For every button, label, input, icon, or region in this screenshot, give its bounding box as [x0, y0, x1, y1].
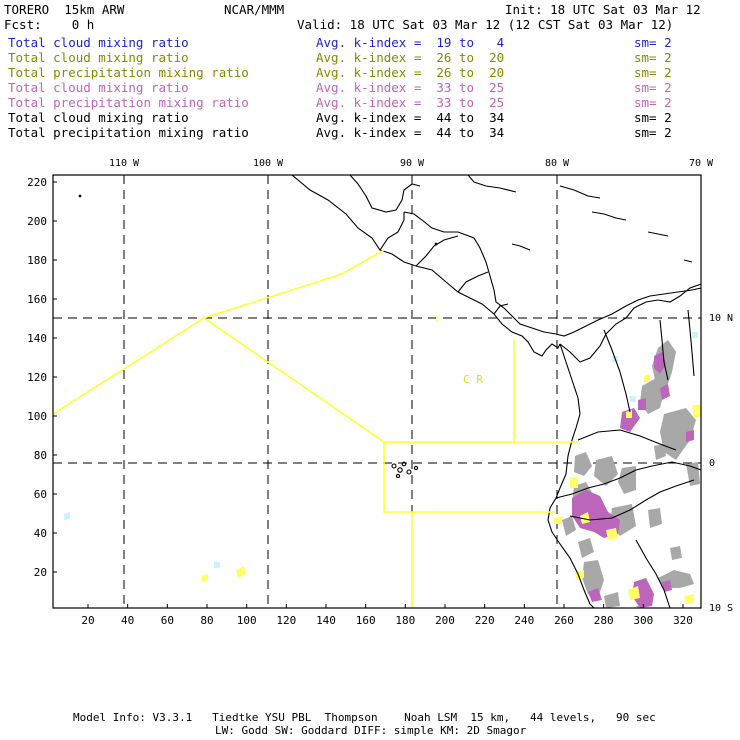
legend-field-name: Total cloud mixing ratio — [8, 50, 189, 65]
legend-k-index: Avg. k-index = 33 to 25 — [316, 80, 505, 95]
legend-field-name: Total cloud mixing ratio — [8, 35, 189, 50]
y-tick-label: 80 — [34, 449, 47, 462]
forecast-hour: Fcst: 0 h — [4, 17, 95, 32]
legend-row: Total precipitation mixing ratio Avg. k-i… — [0, 95, 740, 110]
domain-boxes — [53, 249, 578, 608]
legend-k-index: Avg. k-index = 44 to 34 — [316, 110, 505, 125]
x-tick-label: 300 — [633, 614, 653, 627]
legend-k-index: Avg. k-index = 33 to 25 — [316, 95, 505, 110]
longitude-label: 100 W — [253, 158, 284, 169]
x-tick-label: 200 — [435, 614, 455, 627]
legend-field-name: Total precipitation mixing ratio — [8, 65, 249, 80]
y-tick-label: 40 — [34, 527, 47, 540]
longitude-label: 70 W — [689, 158, 714, 169]
map-frame — [52, 174, 702, 609]
longitude-label: 80 W — [545, 158, 570, 169]
longitude-label: 110 W — [109, 158, 140, 169]
legend-smoothing: sm= 2 — [634, 95, 672, 110]
legend-field-name: Total cloud mixing ratio — [8, 80, 189, 95]
x-tick-label: 80 — [200, 614, 213, 627]
legend-k-index: Avg. k-index = 26 to 20 — [316, 65, 505, 80]
legend-smoothing: sm= 2 — [634, 80, 672, 95]
legend-row: Total precipitation mixing ratio Avg. k-i… — [0, 65, 740, 80]
x-tick-label: 160 — [356, 614, 376, 627]
x-tick-label: 20 — [81, 614, 94, 627]
valid-time: Valid: 18 UTC Sat 03 Mar 12 (12 CST Sat … — [297, 17, 674, 32]
latitude-label: 10 N — [709, 313, 733, 324]
y-tick-label: 200 — [27, 215, 47, 228]
y-axis-ticks: 20 40 60 80 100 120 140 160 180 200 220 — [27, 176, 57, 579]
coastlines — [78, 175, 701, 608]
legend-row: Total cloud mixing ratio Avg. k-index = 2… — [0, 50, 740, 65]
x-tick-label: 120 — [276, 614, 296, 627]
organization-label: NCAR/MMM — [224, 2, 285, 17]
y-tick-label: 20 — [34, 566, 47, 579]
legend-smoothing: sm= 2 — [634, 35, 672, 50]
x-tick-label: 180 — [395, 614, 415, 627]
legend-smoothing: sm= 2 — [634, 50, 672, 65]
longitude-label: 90 W — [400, 158, 425, 169]
y-tick-label: 160 — [27, 293, 47, 306]
legend-field-name: Total cloud mixing ratio — [8, 110, 189, 125]
latitude-label: 0 — [709, 458, 715, 469]
x-tick-label: 60 — [161, 614, 174, 627]
gray-cloud-areas — [562, 340, 700, 608]
y-tick-label: 60 — [34, 488, 47, 501]
graticule — [53, 175, 701, 608]
legend-row: Total cloud mixing ratio Avg. k-index = 3… — [0, 80, 740, 95]
legend-field-name: Total precipitation mixing ratio — [8, 95, 249, 110]
init-time: Init: 18 UTC Sat 03 Mar 12 — [505, 2, 701, 17]
y-tick-label: 120 — [27, 371, 47, 384]
legend-field-name: Total precipitation mixing ratio — [8, 125, 249, 140]
legend-row: Total cloud mixing ratio Avg. k-index = 4… — [0, 110, 740, 125]
right-latitude-labels: 10 N 0 10 S — [709, 313, 733, 614]
legend-row: Total cloud mixing ratio Avg. k-index = 1… — [0, 35, 740, 50]
y-tick-label: 220 — [27, 176, 47, 189]
legend-k-index: Avg. k-index = 44 to 34 — [316, 125, 505, 140]
x-tick-label: 260 — [554, 614, 574, 627]
model-info-line: Model Info: V3.3.1 Tiedtke YSU PBL Thomp… — [73, 711, 656, 724]
yellow-cloud-areas — [202, 316, 701, 604]
x-axis-ticks: 20 40 60 80 100 120 140 160 180 200 220 240 260 280 30… — [81, 604, 693, 627]
top-longitude-labels: 110 W 100 W 90 W 80 W 70 W — [109, 158, 714, 169]
physics-info-line: LW: Godd SW: Goddard DIFF: simple KM: 2D… — [215, 724, 527, 737]
x-tick-label: 240 — [514, 614, 534, 627]
y-tick-label: 140 — [27, 332, 47, 345]
y-tick-label: 180 — [27, 254, 47, 267]
legend-smoothing: sm= 2 — [634, 110, 672, 125]
legend-k-index: Avg. k-index = 26 to 20 — [316, 50, 505, 65]
x-tick-label: 100 — [237, 614, 257, 627]
model-title: TORERO 15km ARW — [4, 2, 125, 17]
legend-smoothing: sm= 2 — [634, 125, 672, 140]
x-tick-label: 220 — [475, 614, 495, 627]
legend-smoothing: sm= 2 — [634, 65, 672, 80]
x-tick-label: 140 — [316, 614, 336, 627]
x-tick-label: 40 — [121, 614, 134, 627]
y-tick-label: 100 — [27, 410, 47, 423]
x-tick-label: 320 — [673, 614, 693, 627]
latitude-label: 10 S — [709, 603, 733, 614]
x-tick-label: 280 — [594, 614, 614, 627]
map-annotation: C R — [463, 373, 483, 386]
legend-row: Total precipitation mixing ratio Avg. k-i… — [0, 125, 740, 140]
legend-k-index: Avg. k-index = 19 to 4 — [316, 35, 505, 50]
purple-precip-areas — [572, 352, 694, 608]
